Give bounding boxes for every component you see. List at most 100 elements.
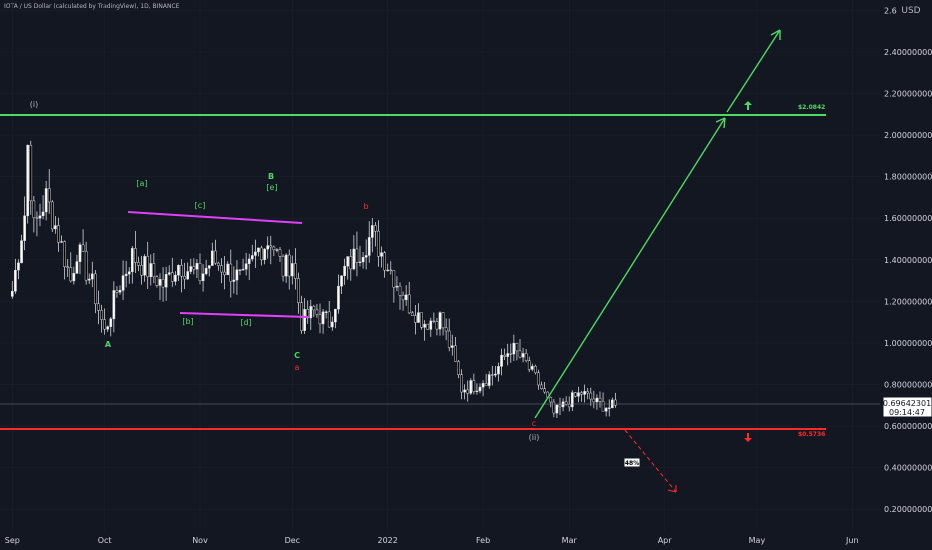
candle-body [478, 386, 482, 392]
candle-body [220, 265, 223, 273]
y-tick-label: 1.80000000 [884, 173, 932, 182]
candle-body [494, 373, 497, 376]
candle-body [257, 247, 260, 253]
candle-body [10, 290, 14, 297]
candle-body [134, 248, 137, 263]
candle-body [78, 244, 82, 262]
candle-body [512, 342, 516, 355]
candle-body [290, 263, 294, 277]
time-axis[interactable]: Sep Oct Nov Dec 2022 Feb Mar Apr May Jun [5, 536, 859, 545]
y-tick-label: 1.40000000 [884, 256, 932, 265]
candle-body [309, 306, 313, 319]
candle-body [50, 201, 54, 230]
candle-body [155, 276, 159, 286]
candle-body [180, 264, 183, 277]
wave-b-red-label: b [363, 202, 368, 211]
channel-lower-line[interactable] [179, 312, 309, 318]
candle-body [186, 271, 190, 280]
wave-c-red-label: c [532, 419, 536, 428]
candle-body [349, 256, 353, 270]
percent-badge [623, 457, 641, 468]
candle-body [558, 404, 562, 408]
candle-body [527, 360, 531, 370]
candle-body [152, 263, 156, 277]
candle-body [232, 279, 236, 282]
candle-body [106, 326, 110, 330]
candle-body [23, 215, 26, 241]
price-axis[interactable]: 0.20000000 0.40000000 0.60000000 0.80000000… [884, 6, 932, 514]
candle-body [374, 225, 377, 232]
wave-A-label: A [105, 340, 112, 349]
candle-body [60, 241, 63, 243]
candle-body [63, 241, 66, 267]
x-tick-label: Sep [5, 536, 20, 545]
candle-body [395, 285, 399, 288]
candle-body [355, 248, 359, 263]
candle-body [429, 320, 433, 330]
candle-body [441, 312, 445, 329]
currency-label: USD [901, 6, 920, 16]
bearish-projection[interactable] [624, 429, 677, 493]
percent-label: 48% [625, 460, 639, 467]
bullish-projection-2[interactable] [726, 29, 781, 113]
current-price-label: 0.69642301 [883, 399, 931, 408]
candle-body [469, 380, 473, 394]
candle-body [66, 266, 70, 268]
y-tick-label: 2.20000000 [884, 90, 932, 99]
candle-body [337, 285, 340, 310]
candle-body [407, 294, 411, 314]
candle-body [404, 294, 408, 301]
candle-body [241, 268, 245, 271]
candle-body [466, 389, 470, 394]
candle-body [490, 374, 494, 376]
candle-body [223, 271, 226, 276]
candle-body [509, 353, 513, 355]
bullish-arrowhead-top [770, 29, 781, 40]
candle-body [143, 256, 146, 276]
candle-body [586, 391, 590, 394]
candle-body [44, 188, 48, 213]
candle-body [183, 276, 186, 280]
candle-body [432, 320, 436, 322]
up-arrow-icon [744, 101, 752, 110]
candle-body [278, 249, 282, 257]
candle-body [115, 290, 119, 293]
candle-body [484, 383, 488, 386]
candle-body [281, 255, 285, 277]
candle-body [247, 258, 251, 264]
channel-upper-line[interactable] [127, 211, 303, 224]
candle-body [41, 211, 45, 216]
candle-body [127, 271, 131, 275]
candle-body [500, 354, 503, 367]
candle-body [601, 401, 605, 412]
candle-body [414, 315, 417, 323]
candle-body [515, 342, 519, 352]
candle-body [32, 200, 36, 218]
candle-body [380, 252, 383, 257]
candle-body [447, 330, 451, 348]
candle-body [506, 353, 510, 357]
candle-body [244, 263, 248, 270]
y-tick-label: 2.6 [884, 6, 897, 15]
candle-body [580, 392, 583, 395]
candle-body [149, 263, 153, 278]
candle-body [607, 407, 611, 409]
candle-body [334, 308, 337, 323]
candle-body [410, 312, 414, 316]
candle-body [503, 354, 506, 357]
x-tick-label: Jun [845, 536, 859, 545]
wave-labels: (i) A [a] [b] [c] [d] B [e] C a b c (ii) [30, 100, 540, 442]
candle-body [398, 285, 402, 296]
candle-body [235, 269, 239, 281]
candle-body [260, 247, 263, 261]
candle-body [570, 392, 574, 408]
bullish-projection[interactable] [534, 117, 726, 419]
y-tick-label: 1.60000000 [884, 214, 932, 223]
x-tick-label: Nov [192, 536, 208, 545]
candle-body [423, 323, 426, 328]
candle-body [121, 275, 125, 291]
candle-body [100, 310, 103, 320]
candle-body [97, 303, 100, 311]
candle-body [481, 383, 485, 388]
